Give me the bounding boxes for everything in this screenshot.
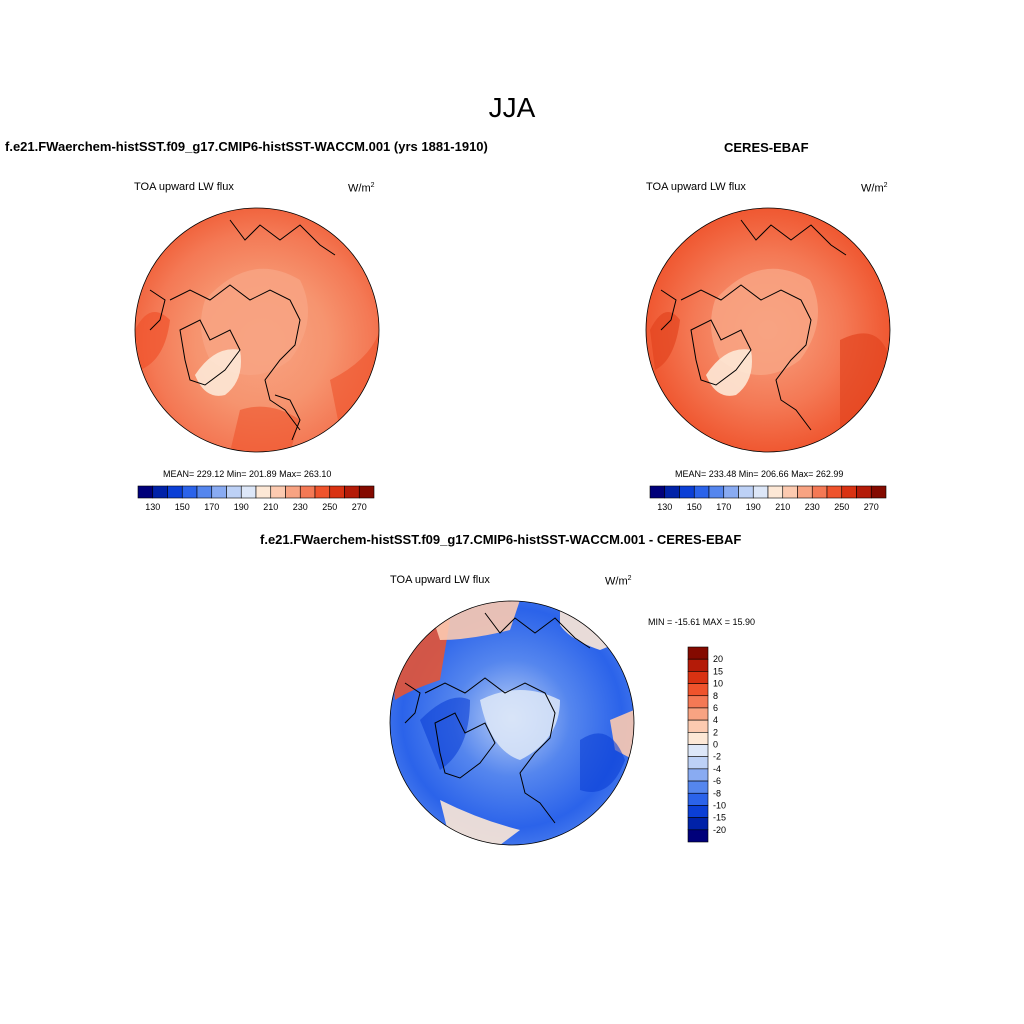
colorbar-tick-label: -8 xyxy=(713,788,721,798)
colorbar-swatch xyxy=(358,485,375,499)
figure-title: JJA xyxy=(488,92,536,123)
colorbar-tick-label: 210 xyxy=(263,502,278,512)
colorbar-swatch xyxy=(738,485,754,499)
colorbar-swatch xyxy=(314,485,331,499)
colorbar-swatch xyxy=(693,485,710,499)
colorbar-tick-label: 8 xyxy=(713,691,718,701)
colorbar-tick-label: 230 xyxy=(805,502,820,512)
colorbar-tick-label: 250 xyxy=(322,502,337,512)
colorbar-swatch xyxy=(299,485,316,499)
panel-3-units: W/m2 xyxy=(605,575,632,588)
colorbar-swatch xyxy=(196,485,213,499)
colorbar-swatch xyxy=(664,485,680,499)
colorbar-tick-label: 170 xyxy=(716,502,731,512)
colorbar-swatch xyxy=(782,485,798,499)
colorbar-swatch xyxy=(679,485,695,499)
colorbar-swatch xyxy=(708,485,725,499)
colorbar-swatch xyxy=(687,707,709,721)
colorbar-swatch xyxy=(687,780,709,794)
panel-3-stats: MIN = -15.61 MAX = 15.90 xyxy=(648,617,756,627)
panel-2-map xyxy=(645,207,891,453)
colorbar-swatch xyxy=(841,485,857,499)
colorbar-swatch xyxy=(329,485,345,499)
colorbar-swatch xyxy=(137,485,154,499)
panel-2-units: W/m2 xyxy=(861,182,888,195)
panel-3-variable-label: TOA upward LW flux xyxy=(390,574,490,586)
colorbar-tick-label: 20 xyxy=(713,654,723,664)
colorbar-tick-label: 150 xyxy=(687,502,702,512)
colorbar-swatch xyxy=(687,805,709,818)
colorbar-swatch xyxy=(270,485,286,499)
colorbar-swatch xyxy=(649,485,666,499)
colorbar-swatch xyxy=(826,485,843,499)
colorbar-swatch xyxy=(752,485,769,499)
colorbar-tick-label: 15 xyxy=(713,666,723,676)
colorbar-swatch xyxy=(687,695,709,709)
colorbar-swatch xyxy=(240,485,257,499)
colorbar-swatch xyxy=(856,485,872,499)
colorbar-tick-label: 2 xyxy=(713,727,718,737)
colorbar-swatch xyxy=(687,744,709,757)
colorbar-swatch xyxy=(687,646,709,660)
panel-2-variable-label: TOA upward LW flux xyxy=(646,181,746,193)
colorbar-swatch xyxy=(687,658,709,672)
colorbar-tick-label: 210 xyxy=(775,502,790,512)
panel-1-title: f.e21.FWaerchem-histSST.f09_g17.CMIP6-hi… xyxy=(5,139,488,154)
colorbar-tick-label: -15 xyxy=(713,813,726,823)
colorbar-tick-label: 170 xyxy=(204,502,219,512)
colorbar-swatch xyxy=(167,485,183,499)
colorbar-tick-label: 230 xyxy=(293,502,308,512)
colorbar-tick-label: -2 xyxy=(713,752,721,762)
colorbar-tick-label: 150 xyxy=(175,502,190,512)
colorbar-tick-label: -4 xyxy=(713,764,721,774)
colorbar-swatch xyxy=(687,792,709,806)
panel-2-title: CERES-EBAF xyxy=(724,140,809,155)
colorbar-swatch xyxy=(226,485,242,499)
panel-2-colorbar: 130 150 170 190 210 230 250 270 xyxy=(649,485,887,512)
colorbar-tick-label: -6 xyxy=(713,776,721,786)
colorbar-swatch xyxy=(344,485,360,499)
colorbar-swatch xyxy=(723,485,739,499)
colorbar-tick-label: 0 xyxy=(713,740,718,750)
colorbar-swatch xyxy=(687,756,709,770)
colorbar-swatch xyxy=(797,485,813,499)
colorbar-swatch xyxy=(285,485,301,499)
colorbar-swatch xyxy=(811,485,828,499)
panel-3-map xyxy=(389,600,635,846)
colorbar-swatch xyxy=(687,719,709,733)
colorbar-tick-label: 250 xyxy=(834,502,849,512)
panel-3-title: f.e21.FWaerchem-histSST.f09_g17.CMIP6-hi… xyxy=(260,532,742,547)
colorbar-tick-label: 4 xyxy=(713,715,718,725)
panel-2-stats: MEAN= 233.48 Min= 206.66 Max= 262.99 xyxy=(675,469,844,479)
colorbar-swatch xyxy=(687,817,709,831)
colorbar-tick-label: 10 xyxy=(713,679,723,689)
panel-1-variable-label: TOA upward LW flux xyxy=(134,181,234,193)
colorbar-tick-label: 270 xyxy=(864,502,879,512)
panel-1-colorbar: 130 150 170 190 210 230 250 270 xyxy=(137,485,375,512)
colorbar-swatch xyxy=(687,768,709,782)
colorbar-swatch xyxy=(211,485,227,499)
colorbar-tick-label: -20 xyxy=(713,825,726,835)
colorbar-tick-label: 130 xyxy=(657,502,672,512)
colorbar-swatch xyxy=(870,485,887,499)
colorbar-tick-label: 270 xyxy=(352,502,367,512)
panel-1-map xyxy=(134,207,380,453)
colorbar-swatch xyxy=(255,485,272,499)
colorbar-swatch xyxy=(687,829,709,843)
colorbar-tick-label: -10 xyxy=(713,800,726,810)
colorbar-tick-label: 190 xyxy=(234,502,249,512)
colorbar-tick-label: 130 xyxy=(145,502,160,512)
colorbar-swatch xyxy=(181,485,198,499)
colorbar-tick-label: 190 xyxy=(746,502,761,512)
panel-1-units: W/m2 xyxy=(348,182,375,195)
panel-1-stats: MEAN= 229.12 Min= 201.89 Max= 263.10 xyxy=(163,469,332,479)
colorbar-swatch xyxy=(152,485,168,499)
colorbar-swatch xyxy=(767,485,784,499)
colorbar-swatch xyxy=(687,732,709,745)
colorbar-tick-label: 6 xyxy=(713,703,718,713)
colorbar-swatch xyxy=(687,671,709,684)
colorbar-swatch xyxy=(687,683,709,697)
